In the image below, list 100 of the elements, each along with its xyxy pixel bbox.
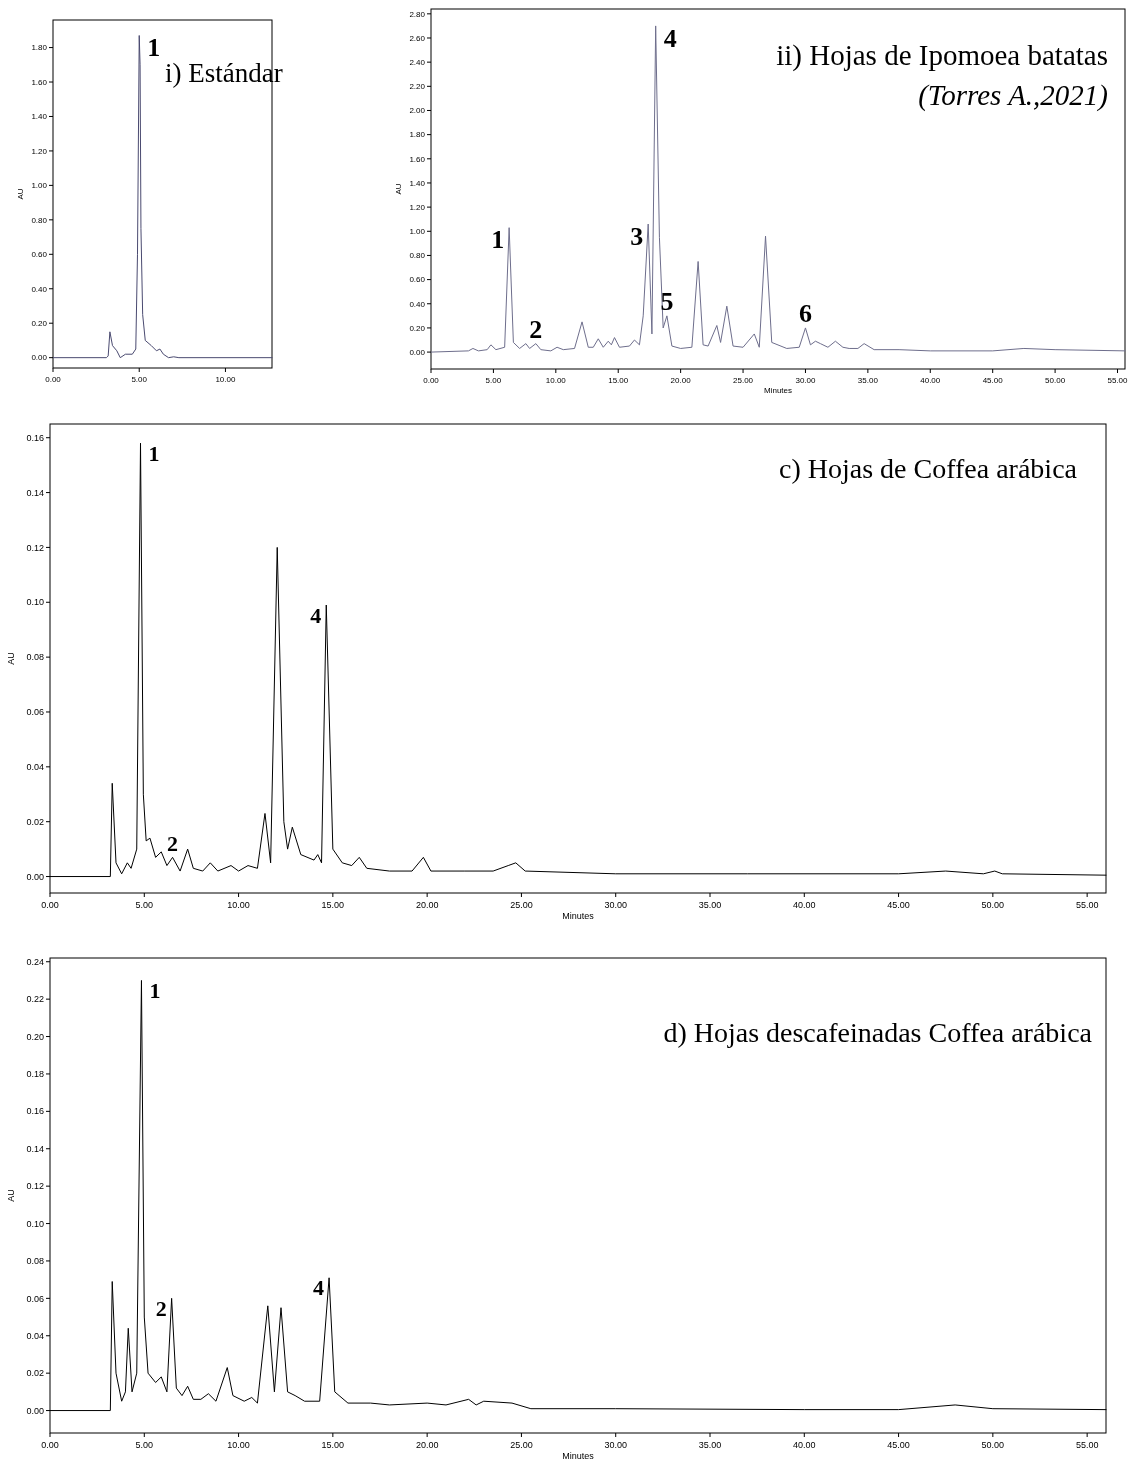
y-tick-label: 1.20 <box>409 202 426 212</box>
x-tick-label: 15.00 <box>321 900 345 910</box>
x-tick-label: 15.00 <box>321 1440 345 1450</box>
y-tick-label: 0.12 <box>26 1181 44 1192</box>
x-tick-label: 20.00 <box>415 1440 439 1450</box>
x-tick-label: 0.00 <box>423 376 440 385</box>
y-tick-label: 0.16 <box>26 1106 44 1117</box>
x-tick-label: 5.00 <box>485 376 502 385</box>
x-tick-label: 45.00 <box>887 900 910 910</box>
x-tick-label: 20.00 <box>670 376 692 385</box>
x-tick-label: 10.00 <box>227 900 250 910</box>
y-tick-label: 1.80 <box>31 43 48 53</box>
text: c) Hojas de Coffea arábica <box>779 453 1078 484</box>
annotation: 6 <box>798 298 812 328</box>
x-tick-label: 55.00 <box>1075 1440 1099 1450</box>
y-axis-title: AU <box>394 183 403 195</box>
y-tick-label: 0.60 <box>31 250 48 260</box>
annotation: 1 <box>147 33 161 63</box>
annotation: 4 <box>663 23 677 53</box>
x-axis-title: Minutes <box>763 386 793 395</box>
y-tick-label: 0.06 <box>26 707 44 718</box>
y-tick-label: 0.40 <box>409 299 426 309</box>
y-tick-label: 2.40 <box>409 57 426 67</box>
x-tick-label: 15.00 <box>608 376 629 385</box>
y-tick-label: 0.10 <box>26 597 44 608</box>
y-tick-label: 0.00 <box>31 353 48 363</box>
x-tick-label: 0.00 <box>41 1440 59 1450</box>
x-tick-label: 40.00 <box>793 900 816 910</box>
y-tick-label: 0.00 <box>26 1405 44 1416</box>
y-tick-label: 1.00 <box>409 227 426 237</box>
y-tick-label: 2.00 <box>409 106 426 116</box>
annotation: 3 <box>630 221 644 251</box>
x-tick-label: 0.00 <box>41 900 59 910</box>
y-tick-label: 0.14 <box>26 487 44 498</box>
x-tick-label: 35.00 <box>698 900 722 910</box>
x-tick-label: 50.00 <box>981 900 1005 910</box>
x-tick-label: 35.00 <box>698 1440 722 1450</box>
x-tick-label: 40.00 <box>920 376 941 385</box>
y-tick-label: 1.80 <box>409 130 426 140</box>
y-tick-label: 0.06 <box>26 1293 44 1304</box>
x-tick-label: 10.00 <box>215 375 236 384</box>
y-tick-label: 0.24 <box>26 956 44 967</box>
y-tick-label: 0.18 <box>26 1069 44 1080</box>
x-tick-label: 10.00 <box>227 1440 250 1450</box>
y-tick-label: 0.80 <box>31 215 48 225</box>
y-tick-label: 2.20 <box>409 82 426 92</box>
annotation: 2 <box>167 831 179 857</box>
y-tick-label: 0.12 <box>26 542 44 553</box>
x-tick-label: 5.00 <box>131 375 148 384</box>
text: ii) Hojas de Ipomoea batatas <box>776 39 1108 72</box>
y-tick-label: 1.40 <box>409 178 426 188</box>
y-tick-label: 0.20 <box>31 319 48 329</box>
x-axis-title: Minutes <box>562 1451 595 1461</box>
x-tick-label: 35.00 <box>857 376 879 385</box>
x-tick-label: 30.00 <box>604 1440 627 1450</box>
y-tick-label: 0.20 <box>409 323 426 333</box>
x-tick-label: 25.00 <box>510 900 533 910</box>
x-tick-label: 30.00 <box>604 900 627 910</box>
y-tick-label: 1.20 <box>31 146 48 156</box>
x-axis-title: Minutes <box>562 911 595 921</box>
y-tick-label: 0.10 <box>26 1218 44 1229</box>
y-tick-label: 0.16 <box>26 432 44 443</box>
annotation: 4 <box>313 1275 325 1301</box>
y-tick-label: 1.00 <box>31 181 48 191</box>
x-tick-label: 0.00 <box>45 375 62 384</box>
y-tick-label: 0.60 <box>409 275 426 285</box>
line-series <box>430 25 1126 353</box>
y-tick-label: 0.04 <box>26 761 44 772</box>
annotation: 1 <box>148 440 160 466</box>
annotation: 1 <box>149 978 161 1004</box>
annotation: 5 <box>660 286 674 316</box>
y-axis-title: AU <box>6 652 16 665</box>
x-tick-label: 25.00 <box>510 1440 533 1450</box>
annotation: 1 <box>491 225 505 255</box>
x-tick-label: 50.00 <box>981 1440 1005 1450</box>
y-tick-label: 0.08 <box>26 1256 44 1267</box>
x-tick-label: 50.00 <box>1045 376 1066 385</box>
x-tick-label: 30.00 <box>795 376 817 385</box>
text: (Torres A.,2021) <box>918 79 1108 112</box>
y-tick-label: 0.22 <box>26 994 44 1005</box>
x-tick-label: 55.00 <box>1075 900 1099 910</box>
y-tick-label: 1.60 <box>31 77 48 87</box>
x-tick-label: 5.00 <box>135 1440 154 1450</box>
y-tick-label: 0.08 <box>26 652 44 663</box>
x-tick-label: 10.00 <box>545 376 567 385</box>
y-tick-label: 0.00 <box>26 871 44 882</box>
y-tick-label: 1.40 <box>31 112 48 122</box>
x-tick-label: 45.00 <box>887 1440 910 1450</box>
x-tick-label: 55.00 <box>1107 376 1129 385</box>
text: i) Estándar <box>165 58 283 88</box>
x-tick-label: 5.00 <box>135 900 154 910</box>
y-tick-label: 0.14 <box>26 1143 44 1154</box>
x-tick-label: 20.00 <box>415 900 439 910</box>
annotation: 2 <box>155 1295 167 1321</box>
x-tick-label: 45.00 <box>982 376 1004 385</box>
y-tick-label: 0.40 <box>31 284 48 294</box>
y-tick-label: 0.02 <box>26 816 44 827</box>
y-tick-label: 0.00 <box>409 347 426 357</box>
text: d) Hojas descafeinadas Coffea arábica <box>663 1017 1093 1048</box>
annotation: 4 <box>310 602 322 628</box>
